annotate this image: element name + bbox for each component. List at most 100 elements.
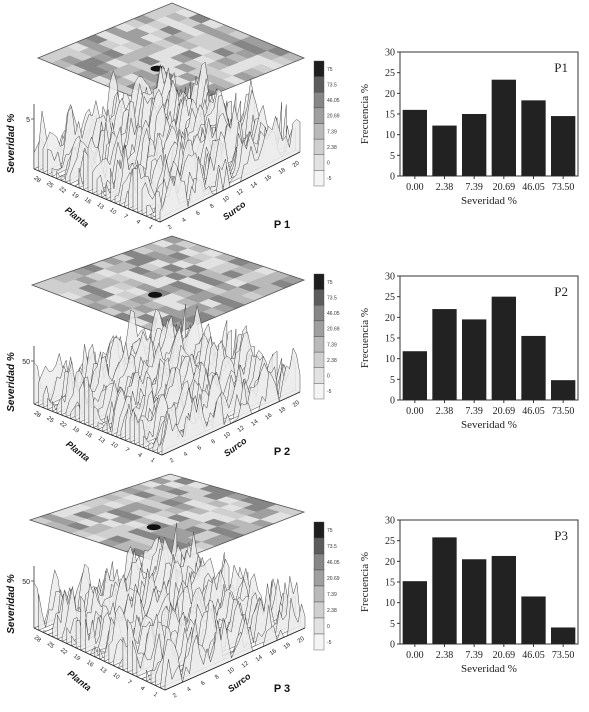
surface-plot-p2: 75 73.5 46.05 20.69 7.39 2.38 0 -5 50 Severidad %… (0, 234, 350, 469)
x-tick-label: 0.00 (406, 182, 424, 193)
y-tick-label: 25 (385, 536, 395, 547)
x-tick-label: 7.39 (465, 650, 483, 661)
x-tick-label: 0.00 (406, 650, 424, 661)
x-tick-label: 20.69 (493, 406, 516, 417)
planta-tick-label: 22 (58, 421, 67, 430)
planta-axis-label: Planta (66, 668, 93, 693)
panel-label: P 3 (274, 683, 290, 695)
y-axis-label: Frecuencia % (359, 84, 371, 144)
legend-tick-label: 2.38 (327, 145, 337, 151)
legend-tick-label: 20.69 (327, 576, 340, 582)
histogram-svg-p3: 0 5 10 15 20 25 30 0.00 2.38 7.39 20.69 46.05 73.50 P… (359, 516, 579, 675)
planta-tick-label: 4 (139, 686, 146, 693)
bar (432, 309, 457, 400)
surface-svg-p1: 75 73.5 46.05 20.69 7.39 2.38 0 -5 5 Severidad % 2… (6, 2, 340, 231)
bar (491, 555, 516, 644)
surco-tick-label: 14 (255, 654, 264, 663)
surco-tick-label: 18 (278, 167, 287, 176)
bar (521, 596, 546, 644)
planta-tick-label: 25 (45, 181, 54, 190)
planta-tick-label: 13 (98, 666, 107, 675)
surco-tick-label: 18 (278, 406, 287, 415)
legend-swatch (313, 633, 325, 651)
y-tick-label: 25 (385, 292, 395, 303)
color-legend: 75 73.5 46.05 20.69 7.39 2.38 0 -5 (313, 273, 340, 400)
x-tick-label: 0.00 (406, 406, 424, 417)
z-axis-label: Severidad % (6, 114, 17, 174)
legend-swatch (313, 601, 325, 619)
x-tick-label: 2.38 (436, 650, 454, 661)
surco-tick-label: 20 (292, 400, 301, 409)
color-legend: 75 73.5 46.05 20.69 7.39 2.38 0 -5 (313, 60, 340, 187)
surco-tick-label: 2 (172, 692, 179, 699)
z-axis-label: Severidad % (6, 352, 17, 412)
legend-swatch (313, 170, 325, 187)
planta-tick-label: 19 (71, 426, 80, 435)
surco-tick-label: 10 (227, 666, 236, 675)
surco-tick-label: 16 (269, 648, 278, 657)
x-tick-label: 73.50 (552, 406, 575, 417)
x-tick-label: 7.39 (465, 182, 483, 193)
planta-tick-label: 28 (32, 175, 41, 184)
histogram-p3: 0 5 10 15 20 25 30 0.00 2.38 7.39 20.69 46.05 73.50 P… (352, 506, 588, 684)
legend-swatch (313, 553, 325, 571)
legend-tick-label: 75 (327, 280, 333, 286)
contour-plane-border (28, 473, 306, 566)
planta-tick-label: 13 (95, 202, 104, 211)
surface-svg-p2: 75 73.5 46.05 20.69 7.39 2.38 0 -5 50 Severidad %… (6, 235, 340, 464)
legend-swatch (313, 305, 325, 322)
legend-swatch (313, 585, 325, 603)
x-tick-label: 7.39 (465, 406, 483, 417)
surface-svg-p3: 75 73.5 46.05 20.69 7.39 2.38 0 -5 50 Severidad %… (6, 473, 340, 700)
x-tick-label: 46.05 (522, 406, 545, 417)
bar (551, 380, 576, 400)
bar (491, 79, 516, 176)
x-tick-label: 2.38 (436, 406, 454, 417)
legend-swatch (313, 154, 325, 171)
y-tick-label: 10 (385, 130, 395, 141)
x-axis-label: Severidad % (461, 195, 517, 207)
y-tick-label: 30 (385, 516, 395, 527)
y-tick-label: 5 (390, 619, 395, 630)
y-tick-label: 0 (390, 172, 395, 183)
legend-tick-label: 46.05 (327, 560, 340, 566)
surco-tick-label: 20 (297, 635, 306, 644)
legend-tick-label: 73.5 (327, 82, 337, 88)
legend-swatch (313, 351, 325, 368)
panel-label: P 2 (274, 446, 290, 458)
legend-tick-label: 20.69 (327, 114, 340, 120)
legend-tick-label: -5 (327, 389, 332, 395)
bar (402, 109, 427, 176)
x-tick-label: 46.05 (522, 182, 545, 193)
legend-swatch (313, 367, 325, 384)
bar (462, 319, 487, 400)
x-tick-label: 73.50 (552, 182, 575, 193)
legend-swatch (313, 383, 325, 400)
planta-tick-label: 16 (85, 660, 94, 669)
legend-tick-label: 73.5 (327, 544, 337, 550)
planta-tick-label: 16 (84, 431, 93, 440)
bar (402, 581, 427, 644)
legend-tick-label: 2.38 (327, 608, 337, 614)
x-tick-label: 73.50 (552, 650, 575, 661)
bar (462, 559, 487, 644)
chart-title: P3 (554, 528, 568, 543)
y-tick-label: 25 (385, 68, 395, 79)
legend-tick-label: 73.5 (327, 295, 337, 301)
histogram-p1: 0 5 10 15 20 25 30 0.00 2.38 7.39 20.69 46.05 73.50 P… (352, 38, 588, 216)
surco-tick-label: 16 (264, 174, 273, 183)
legend-tick-label: 46.05 (327, 311, 340, 317)
planta-tick-label: 1 (149, 457, 156, 464)
legend-swatch (313, 336, 325, 353)
surco-tick-label: 8 (211, 438, 218, 445)
legend-tick-label: 2.38 (327, 358, 337, 364)
bar (432, 537, 457, 644)
legend-swatch (313, 273, 325, 290)
y-tick-label: 20 (385, 313, 395, 324)
y-axis-label: Frecuencia % (359, 552, 371, 612)
y-tick-label: 5 (390, 375, 395, 386)
surface-mesh (33, 61, 301, 223)
surface-plot-p3: 75 73.5 46.05 20.69 7.39 2.38 0 -5 50 Severidad %… (0, 470, 350, 705)
chart-title: P1 (554, 60, 568, 75)
surface-mesh (33, 304, 301, 456)
